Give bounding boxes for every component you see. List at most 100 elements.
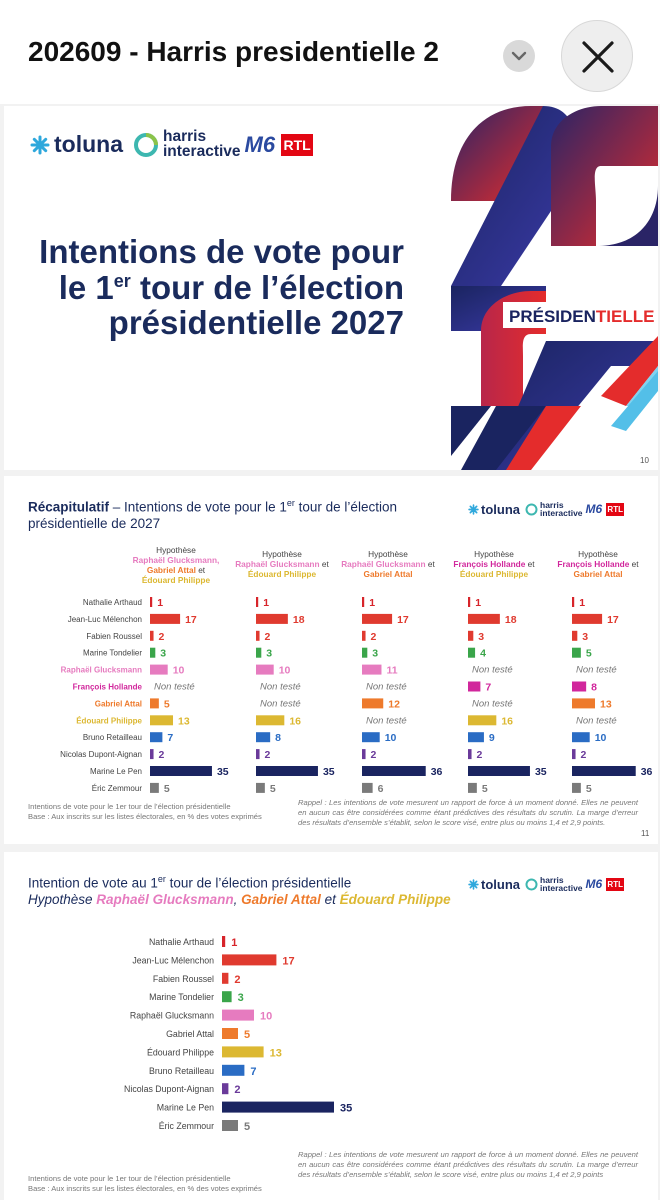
bar — [572, 647, 581, 658]
bar — [468, 782, 477, 793]
bar — [362, 749, 366, 760]
partner-logos-small: toluna harris interactive M6 RTL — [468, 501, 625, 517]
bar — [256, 613, 288, 624]
toluna-logo: toluna — [468, 502, 520, 517]
close-button[interactable] — [561, 20, 633, 92]
harris-ring-icon — [134, 132, 158, 157]
bar — [222, 972, 229, 984]
bar-value-label: 2 — [371, 631, 377, 643]
bar — [256, 630, 260, 641]
bar — [362, 647, 368, 658]
bar-value-label: 1 — [157, 597, 163, 609]
bar-value-label: 6 — [378, 783, 384, 794]
bar — [362, 766, 426, 776]
bar-value-label: 10 — [279, 665, 291, 677]
bar — [256, 732, 271, 743]
category-label: Nathalie Arthaud — [149, 937, 214, 947]
bar — [222, 936, 226, 947]
bar — [150, 749, 154, 760]
category-label: Raphaël Glucksmann — [61, 666, 142, 675]
m6-logo: M6 — [585, 877, 603, 892]
bar-value-label: 17 — [185, 614, 197, 626]
bar-value-label: 10 — [595, 732, 607, 744]
bar-value-label: 10 — [173, 665, 185, 677]
bar — [468, 681, 481, 692]
bar — [362, 698, 384, 709]
bar-value-label: 1 — [263, 597, 269, 609]
bar-value-label: 8 — [275, 732, 281, 744]
bar-value-label: 1 — [231, 937, 237, 949]
not-tested-label: Non testé — [260, 698, 301, 709]
bar-value-label: 5 — [164, 783, 170, 794]
bar — [222, 991, 232, 1003]
bar — [222, 1028, 238, 1039]
hypothesis-rappel: Rappel : Les intentions de vote mesurent… — [298, 1150, 638, 1179]
bar — [362, 732, 380, 743]
bar-value-label: 2 — [159, 749, 165, 761]
bar-value-label: 17 — [397, 614, 409, 626]
bar — [150, 613, 181, 624]
bar-value-label: 18 — [505, 614, 517, 626]
bar-value-label: 7 — [250, 1066, 256, 1078]
category-label: Jean-Luc Mélenchon — [68, 615, 142, 624]
chevron-down-icon — [511, 51, 527, 61]
bar — [362, 597, 365, 607]
bar — [468, 749, 472, 760]
hypothesis-header-1: Raphaël Glucksmann, — [133, 555, 220, 565]
category-label: Gabriel Attal — [166, 1029, 214, 1039]
bar-value-label: 17 — [282, 955, 294, 967]
bar-value-label: 35 — [217, 766, 229, 778]
title-dropdown-button[interactable] — [503, 40, 535, 72]
category-label: Raphaël Glucksmann — [130, 1011, 214, 1021]
bar-value-label: 5 — [244, 1121, 250, 1133]
bar — [256, 664, 274, 675]
bar — [362, 664, 382, 675]
bar-value-label: 2 — [265, 749, 271, 761]
bar — [362, 613, 393, 624]
toluna-logo: toluna — [468, 877, 520, 892]
bar — [256, 766, 318, 776]
bar — [572, 681, 587, 692]
toluna-star-icon — [30, 135, 50, 155]
bar — [222, 1120, 238, 1131]
bar-value-label: 16 — [501, 715, 513, 727]
category-label: Bruno Retailleau — [83, 733, 142, 742]
category-label: Édouard Philippe — [76, 716, 142, 725]
toluna-star-icon — [468, 878, 479, 890]
bar-value-label: 10 — [260, 1011, 272, 1023]
hypothesis-footnote: Intentions de vote pour le 1er tour de l… — [28, 1174, 262, 1193]
page-number: 11 — [641, 829, 650, 838]
bar — [468, 715, 497, 726]
slide-hypothesis: Intention de vote au 1er tour de l’élect… — [4, 852, 658, 1200]
bar-value-label: 35 — [323, 766, 335, 778]
bar-value-label: 12 — [388, 698, 400, 710]
not-tested-label: Non testé — [154, 682, 195, 693]
bar — [150, 732, 163, 743]
bar-value-label: 13 — [178, 715, 190, 727]
bar-value-label: 5 — [586, 648, 592, 660]
recap-rappel: Rappel : Les intentions de vote mesurent… — [298, 798, 638, 827]
hypothesis-header-2: Hypothèse — [262, 549, 302, 559]
rtl-logo: RTL — [281, 133, 314, 156]
page-number: 10 — [640, 456, 649, 465]
category-label: Marine Le Pen — [90, 767, 142, 776]
harris-logo: harris interactive — [133, 129, 241, 159]
bar — [150, 698, 159, 709]
category-label: Nathalie Arthaud — [83, 598, 142, 607]
bar-value-label: 5 — [586, 783, 592, 794]
bar-value-label: 5 — [244, 1029, 250, 1041]
hypothesis-header-4: Hypothèse — [474, 549, 514, 559]
hypothesis-header-3: Gabriel Attal — [363, 569, 412, 579]
not-tested-label: Non testé — [366, 682, 407, 693]
bar-value-label: 7 — [485, 682, 491, 694]
not-tested-label: Non testé — [472, 665, 513, 676]
close-icon — [582, 41, 614, 73]
hypothesis-title: Intention de vote au 1er tour de l’élect… — [28, 874, 451, 907]
bar-value-label: 10 — [385, 732, 397, 744]
bar — [468, 732, 484, 743]
hypothesis-header-4: Édouard Philippe — [460, 569, 529, 579]
bar-value-label: 3 — [238, 992, 244, 1004]
hypothesis-header-2: Édouard Philippe — [248, 569, 317, 579]
bar-value-label: 8 — [591, 682, 597, 694]
hypothesis-header-1: Édouard Philippe — [142, 575, 211, 585]
